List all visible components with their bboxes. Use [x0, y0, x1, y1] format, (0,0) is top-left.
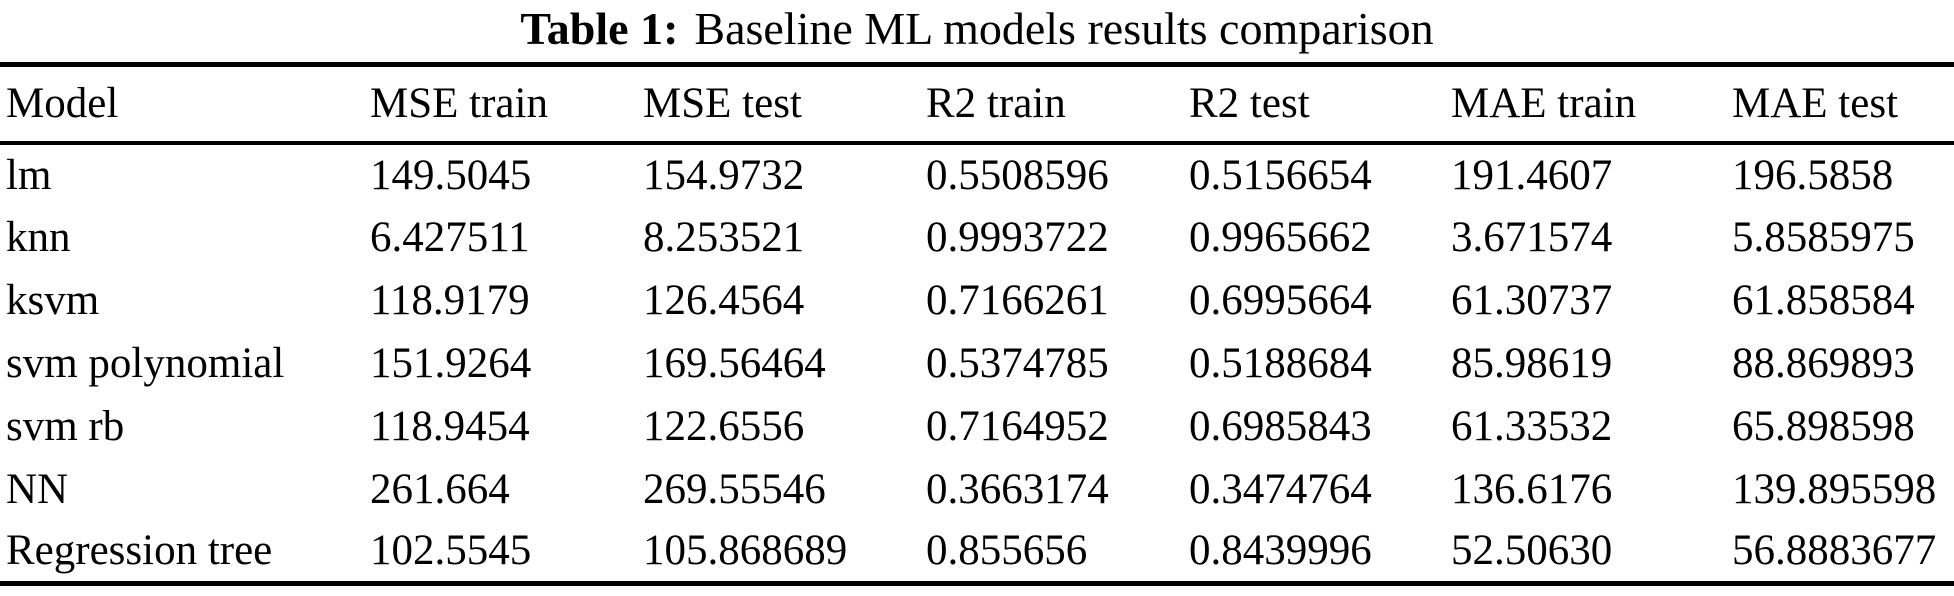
model-name-cell: NN — [6, 465, 69, 513]
table-caption-text: Baseline ML models results comparison — [694, 3, 1434, 54]
column-header-mse-test: MSE test — [643, 64, 926, 145]
table-cell: 8.253521 — [643, 213, 805, 261]
table-cell: 0.5374785 — [926, 339, 1109, 387]
table-cell: 88.869893 — [1732, 339, 1915, 387]
table-cell: 191.4607 — [1451, 151, 1613, 199]
table-cell: 139.895598 — [1732, 465, 1937, 513]
table-cell: 0.3663174 — [926, 465, 1109, 513]
table-cell: 154.9732 — [643, 151, 805, 199]
table-cell: 136.6176 — [1451, 465, 1613, 513]
model-name-cell: svm polynomial — [6, 339, 285, 387]
table-cell: 126.4564 — [643, 276, 805, 324]
table-cell: 0.6985843 — [1189, 402, 1372, 450]
column-header-r2-train: R2 train — [926, 64, 1189, 145]
table-cell: 105.868689 — [643, 527, 848, 575]
table-row-lm: lm 149.5045 154.9732 0.5508596 0.5156654… — [0, 143, 1954, 206]
column-header-mae-test: MAE test — [1732, 64, 1954, 145]
table-cell: 0.9993722 — [926, 213, 1109, 261]
table-cell: 169.56464 — [643, 339, 826, 387]
table-cell: 0.855656 — [926, 527, 1088, 575]
table-row-regression-tree: Regression tree 102.5545 105.868689 0.85… — [0, 521, 1954, 584]
table-cell: 0.3474764 — [1189, 465, 1372, 513]
model-name-cell: svm rb — [6, 402, 125, 450]
table-row-knn: knn 6.427511 8.253521 0.9993722 0.996566… — [0, 206, 1954, 269]
table-cell: 5.8585975 — [1732, 213, 1915, 261]
model-name-cell: lm — [6, 151, 52, 199]
table-cell: 118.9454 — [370, 402, 530, 450]
table-row-svm-polynomial: svm polynomial 151.9264 169.56464 0.5374… — [0, 332, 1954, 395]
table-cell: 0.7166261 — [926, 276, 1109, 324]
column-header-model: Model — [0, 64, 370, 145]
table-cell: 0.7164952 — [926, 402, 1109, 450]
column-header-mae-train: MAE train — [1451, 64, 1732, 145]
model-name-cell: ksvm — [6, 276, 100, 324]
table-cell: 0.8439996 — [1189, 527, 1372, 575]
column-header-mse-train: MSE train — [370, 64, 643, 145]
table-cell: 261.664 — [370, 465, 510, 513]
model-name-cell: knn — [6, 213, 71, 261]
table-cell: 0.5188684 — [1189, 339, 1372, 387]
table-row-nn: NN 261.664 269.55546 0.3663174 0.3474764… — [0, 458, 1954, 521]
table-row-ksvm: ksvm 118.9179 126.4564 0.7166261 0.69956… — [0, 269, 1954, 332]
table-cell: 6.427511 — [370, 213, 530, 261]
table-caption: Table 1: Baseline ML models results compa… — [0, 0, 1954, 62]
table-cell: 65.898598 — [1732, 402, 1915, 450]
table-cell: 0.9965662 — [1189, 213, 1372, 261]
table-cell: 61.30737 — [1451, 276, 1613, 324]
table-cell: 52.50630 — [1451, 527, 1613, 575]
table-cell: 269.55546 — [643, 465, 826, 513]
table-cell: 85.98619 — [1451, 339, 1613, 387]
header-row: Model MSE train MSE test R2 train R2 tes… — [0, 64, 1954, 145]
table-caption-label: Table 1: — [520, 3, 679, 54]
table-cell: 3.671574 — [1451, 213, 1613, 261]
table-cell: 0.5156654 — [1189, 151, 1372, 199]
column-header-r2-test: R2 test — [1189, 64, 1451, 145]
table-cell: 122.6556 — [643, 402, 805, 450]
model-name-cell: Regression tree — [6, 527, 273, 575]
results-table: Model MSE train MSE test R2 train R2 tes… — [0, 62, 1954, 586]
table-cell: 0.6995664 — [1189, 276, 1372, 324]
table-cell: 0.5508596 — [926, 151, 1109, 199]
table-cell: 118.9179 — [370, 276, 530, 324]
table-cell: 61.33532 — [1451, 402, 1613, 450]
table-cell: 56.8883677 — [1732, 527, 1937, 575]
table-cell: 61.858584 — [1732, 276, 1915, 324]
table-cell: 196.5858 — [1732, 151, 1894, 199]
table-cell: 102.5545 — [370, 527, 532, 575]
table-cell: 149.5045 — [370, 151, 532, 199]
table-cell: 151.9264 — [370, 339, 532, 387]
table-row-svm-rb: svm rb 118.9454 122.6556 0.7164952 0.698… — [0, 395, 1954, 458]
